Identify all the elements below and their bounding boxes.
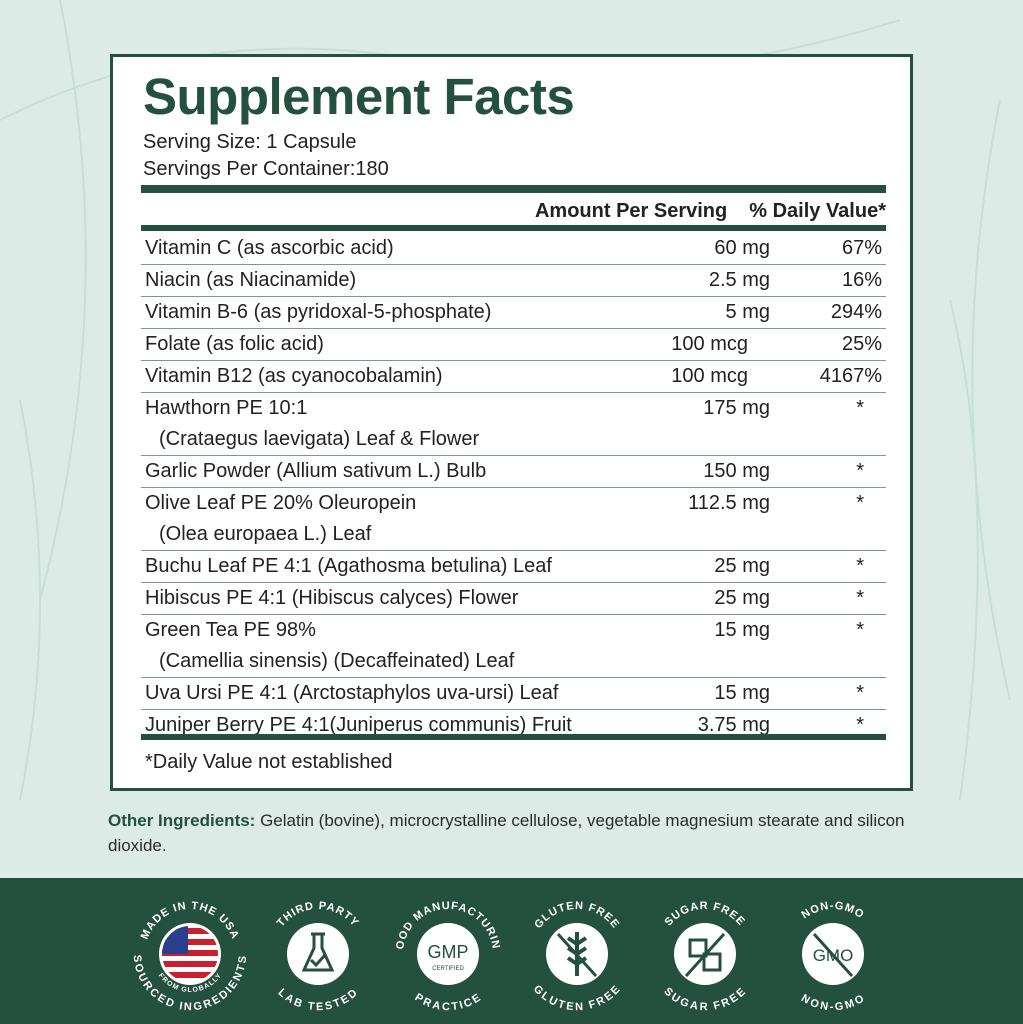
amount: 112.5 mg (688, 492, 770, 514)
dv-header: % Daily Value* (749, 200, 886, 222)
servings-per-container: Servings Per Container:180 (143, 158, 389, 180)
nutrient-name: Olive Leaf PE 20% Oleuropein (145, 492, 417, 514)
daily-value: * (856, 460, 864, 482)
amount: 3.75 mg (697, 714, 770, 736)
column-header: Amount Per Serving % Daily Value* (535, 200, 886, 223)
badge-bottom-text: LAB TESTED (276, 987, 360, 1014)
nutrient-name: Vitamin B12 (as cyanocobalamin) (145, 365, 443, 387)
daily-value: 25% (841, 333, 882, 355)
nutrient-name: Buchu Leaf PE 4:1 (Agathosma betulina) L… (145, 555, 552, 577)
table-row: Niacin (as Niacinamide) 2.5 mg 16% (141, 265, 886, 297)
gmo-crossed-icon: GMO (813, 932, 853, 978)
amount: 25 mg (714, 587, 770, 609)
nutrient-name-detail: (Olea europaea L.) Leaf (159, 523, 372, 545)
divider-bottom (141, 734, 886, 740)
table-row: Uva Ursi PE 4:1 (Arctostaphylos uva-ursi… (141, 678, 886, 710)
svg-text:LAB TESTED: LAB TESTED (276, 987, 361, 1014)
nutrient-name-detail: (Crataegus laevigata) Leaf & Flower (159, 428, 480, 450)
nutrient-name: Juniper Berry PE 4:1(Juniperus communis)… (145, 714, 572, 736)
nutrient-name: Uva Ursi PE 4:1 (Arctostaphylos uva-ursi… (145, 682, 559, 704)
svg-text:SUGAR FREE: SUGAR FREE (661, 986, 748, 1014)
nutrient-name: Folate (as folic acid) (145, 333, 324, 355)
daily-value: * (856, 619, 864, 641)
table-row: Buchu Leaf PE 4:1 (Agathosma betulina) L… (141, 551, 886, 583)
other-ingredients: Other Ingredients: Gelatin (bovine), mic… (108, 808, 928, 858)
supplement-facts-panel: Supplement Facts Serving Size: 1 Capsule… (110, 54, 913, 791)
panel-title: Supplement Facts (143, 68, 575, 125)
daily-value: 67% (841, 237, 882, 259)
table-row: Vitamin C (as ascorbic acid) 60 mg 67% (141, 233, 886, 265)
badge-bottom-text: NON-GMO (799, 992, 866, 1013)
sugar-cubes-crossed-icon (684, 932, 726, 978)
badge-us-flag: FROM GLOBALLY MADE IN THE USA SOURCED IN… (131, 900, 249, 1013)
wheat-crossed-icon (556, 932, 598, 978)
daily-value: * (856, 587, 864, 609)
daily-value: 294% (830, 301, 882, 323)
badge-top-text: NON-GMO (799, 900, 865, 922)
nutrient-name: Hawthorn PE 10:1 (145, 397, 308, 419)
amount: 175 mg (703, 397, 770, 419)
badge-wheat-crossed: GLUTEN FREE GLUTEN FREE (531, 900, 623, 1013)
table-row: Garlic Powder (Allium sativum L.) Bulb 15… (141, 456, 886, 488)
nutrient-name: Vitamin B-6 (as pyridoxal-5-phosphate) (145, 301, 492, 323)
gmp-certified-text: CERTIFIED (432, 966, 464, 972)
daily-value: 4167% (819, 365, 882, 387)
badge-bottom-text: PRACTICE (412, 991, 482, 1013)
daily-value: * (856, 714, 864, 736)
svg-text:GLUTEN FREE: GLUTEN FREE (531, 983, 623, 1013)
daily-value: * (856, 397, 864, 419)
table-row: Juniper Berry PE 4:1(Juniperus communis)… (141, 710, 886, 741)
table-row: Hawthorn PE 10:1 (Crataegus laevigata) Le… (141, 393, 886, 456)
svg-text:NON-GMO: NON-GMO (799, 900, 866, 922)
daily-value: * (856, 682, 864, 704)
svg-text:PRACTICE: PRACTICE (412, 991, 483, 1013)
amount: 100 mcg (671, 365, 748, 387)
table-row: Folate (as folic acid) 100 mcg 25% (141, 329, 886, 361)
table-row: Olive Leaf PE 20% Oleuropein (Olea europa… (141, 488, 886, 551)
badge-flask-check: THIRD PARTY LAB TESTED (275, 900, 361, 1014)
table-row: Hibiscus PE 4:1 (Hibiscus calyces) Flowe… (141, 583, 886, 615)
amount: 15 mg (714, 619, 770, 641)
table-row: Vitamin B12 (as cyanocobalamin) 100 mcg 41… (141, 361, 886, 393)
gmp-text: GMP (427, 942, 468, 962)
flask-check-icon (301, 932, 335, 972)
amount: 150 mg (703, 460, 770, 482)
badge-bottom-text: SUGAR FREE (661, 986, 747, 1014)
amount: 5 mg (725, 301, 770, 323)
table-row: Vitamin B-6 (as pyridoxal-5-phosphate) 5 … (141, 297, 886, 329)
divider-medium (141, 225, 886, 231)
certification-band: FROM GLOBALLY MADE IN THE USA SOURCED IN… (0, 878, 1023, 1024)
nutrient-name: Vitamin C (as ascorbic acid) (145, 237, 394, 259)
amount: 100 mcg (671, 333, 748, 355)
serving-size: Serving Size: 1 Capsule (143, 131, 357, 153)
nutrient-name: Niacin (as Niacinamide) (145, 269, 357, 291)
amount: 15 mg (714, 682, 770, 704)
svg-text:NON-GMO: NON-GMO (799, 992, 867, 1013)
badge-circle (287, 923, 349, 985)
nutrient-table: Vitamin C (as ascorbic acid) 60 mg 67% Niac… (141, 233, 886, 741)
other-ingredients-text: Gelatin (bovine), microcrystalline cellu… (108, 811, 905, 855)
nutrient-name: Garlic Powder (Allium sativum L.) Bulb (145, 460, 487, 482)
badge-circle (417, 923, 479, 985)
amount: 2.5 mg (708, 269, 770, 291)
daily-value: 16% (841, 269, 882, 291)
badge-bottom-text: GLUTEN FREE (531, 983, 622, 1013)
daily-value: * (856, 555, 864, 577)
badge-sugar-cubes-crossed: SUGAR FREE SUGAR FREE (661, 900, 748, 1014)
daily-value: * (856, 492, 864, 514)
divider-thick (141, 185, 886, 193)
badge-gmo-crossed: GMO NON-GMO NON-GMO (799, 900, 867, 1013)
nutrient-name-detail: (Camellia sinensis) (Decaffeinated) Leaf (159, 650, 515, 672)
nutrient-name: Hibiscus PE 4:1 (Hibiscus calyces) Flowe… (145, 587, 519, 609)
amount-header: Amount Per Serving (534, 200, 728, 222)
other-ingredients-label: Other Ingredients: (108, 811, 256, 830)
nutrient-name: Green Tea PE 98% (145, 619, 316, 641)
footnote: *Daily Value not established (145, 751, 393, 773)
gmp-icon: GMP CERTIFIED (427, 942, 468, 972)
amount: 60 mg (714, 237, 770, 259)
table-row: Green Tea PE 98% (Camellia sinensis) (Dec… (141, 615, 886, 678)
amount: 25 mg (714, 555, 770, 577)
